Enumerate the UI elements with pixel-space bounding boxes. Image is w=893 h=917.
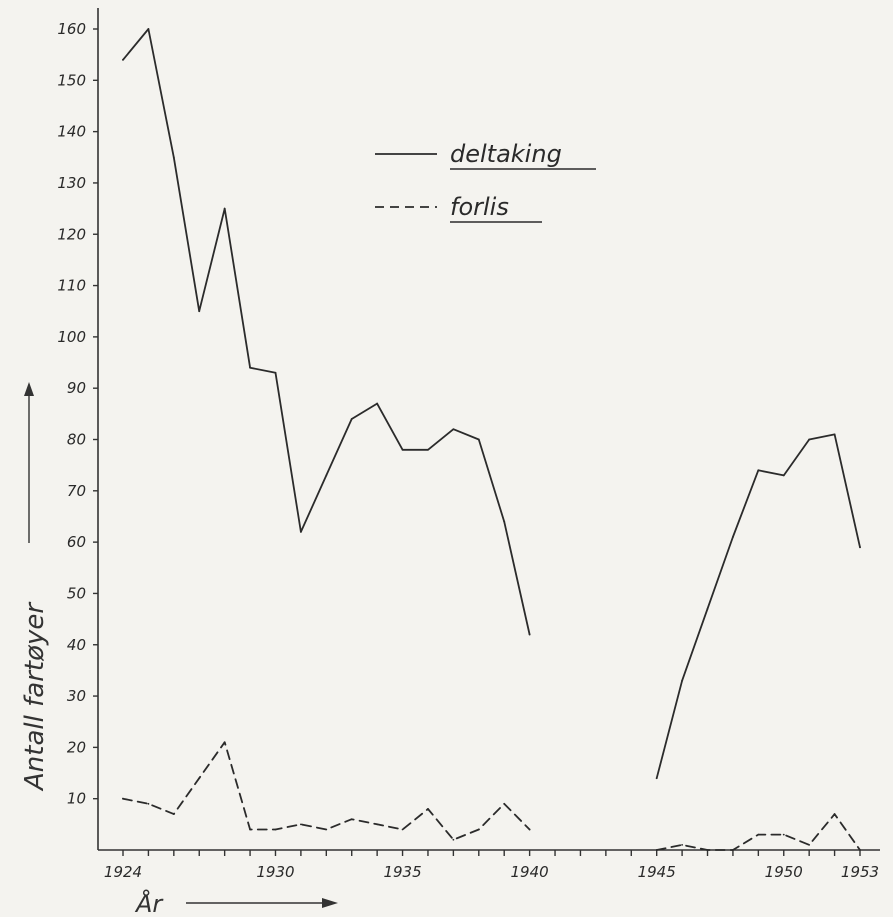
data-point-forlis bbox=[427, 808, 429, 810]
data-point-deltaking bbox=[477, 438, 480, 441]
series-line-deltaking bbox=[122, 28, 531, 636]
data-point-forlis bbox=[655, 849, 658, 851]
series-line-forlis bbox=[655, 813, 861, 851]
data-point-forlis bbox=[172, 813, 175, 815]
series-line-forlis bbox=[122, 741, 531, 841]
data-point-deltaking bbox=[503, 520, 506, 523]
data-point-forlis bbox=[859, 849, 861, 851]
data-point-deltaking bbox=[376, 402, 379, 405]
data-point-deltaking bbox=[401, 448, 404, 451]
data-point-deltaking bbox=[757, 469, 760, 472]
y-tick-label: 130 bbox=[57, 174, 86, 192]
y-tick-label: 50 bbox=[67, 584, 86, 602]
y-tick-label: 40 bbox=[67, 636, 86, 654]
x-tick-label: 1940 bbox=[511, 863, 549, 881]
y-axis: 10 20 30 40 50 60 70 80 90 100 110 120 130 140 150 160 bbox=[57, 8, 99, 850]
data-point-forlis bbox=[706, 849, 709, 851]
x-tick-label: 1935 bbox=[383, 863, 421, 881]
y-tick-label: 110 bbox=[57, 277, 86, 295]
y-tick-label: 150 bbox=[57, 71, 86, 89]
data-point-deltaking bbox=[274, 371, 277, 374]
y-tick-label: 70 bbox=[67, 482, 86, 500]
x-axis: 1924 1930 1935 1940 1945 1950 1953 bbox=[98, 849, 880, 881]
y-tick-label: 90 bbox=[67, 379, 86, 397]
data-point-deltaking bbox=[706, 607, 709, 610]
data-point-deltaking bbox=[223, 207, 226, 210]
data-point-forlis bbox=[274, 828, 277, 831]
y-axis-arrowhead bbox=[24, 382, 34, 396]
data-point-forlis bbox=[249, 828, 251, 831]
x-axis-arrowhead bbox=[322, 898, 338, 908]
axis-titles: Antall fartøyer År bbox=[20, 382, 338, 917]
data-point-deltaking bbox=[249, 366, 251, 369]
x-tick-label: 1924 bbox=[104, 863, 142, 881]
data-point-deltaking bbox=[859, 546, 861, 549]
legend-label-forlis: forlis bbox=[450, 193, 509, 221]
data-point-forlis bbox=[376, 823, 379, 826]
legend-label-deltaking: deltaking bbox=[450, 140, 562, 168]
series-line-deltaking bbox=[655, 433, 861, 780]
data-point-deltaking bbox=[528, 633, 531, 636]
data-point-deltaking bbox=[782, 474, 785, 477]
x-axis-title: År bbox=[134, 889, 164, 917]
y-tick-label: 30 bbox=[67, 687, 86, 705]
data-point-deltaking bbox=[172, 156, 175, 159]
data-point-deltaking bbox=[427, 448, 429, 451]
x-tick-label: 1930 bbox=[256, 863, 294, 881]
y-tick-label: 60 bbox=[67, 533, 86, 551]
data-point-forlis bbox=[325, 828, 328, 831]
x-tick-label: 1953 bbox=[841, 863, 879, 881]
data-point-forlis bbox=[503, 802, 506, 805]
data-point-deltaking bbox=[732, 536, 734, 538]
data-point-forlis bbox=[681, 843, 684, 846]
data-point-forlis bbox=[732, 849, 734, 851]
y-tick-label: 160 bbox=[57, 20, 86, 38]
data-point-forlis bbox=[350, 818, 353, 821]
y-tick-label: 80 bbox=[67, 431, 86, 449]
data-point-forlis bbox=[757, 833, 760, 836]
y-tick-label: 140 bbox=[57, 123, 86, 141]
y-tick-label: 120 bbox=[57, 225, 86, 243]
data-point-deltaking bbox=[808, 438, 811, 441]
data-point-forlis bbox=[477, 828, 480, 831]
data-point-forlis bbox=[223, 741, 226, 744]
y-tick-label: 100 bbox=[57, 328, 86, 346]
data-point-forlis bbox=[147, 802, 150, 805]
data-point-forlis bbox=[782, 833, 785, 836]
series-lines bbox=[122, 28, 861, 851]
data-point-deltaking bbox=[350, 418, 353, 420]
data-point-deltaking bbox=[452, 428, 455, 431]
data-point-deltaking bbox=[147, 28, 150, 30]
data-point-deltaking bbox=[655, 777, 658, 780]
data-point-forlis bbox=[299, 823, 302, 826]
x-tick-label: 1950 bbox=[765, 863, 803, 881]
data-point-forlis bbox=[122, 797, 124, 800]
data-point-forlis bbox=[198, 777, 201, 780]
data-point-forlis bbox=[452, 838, 455, 841]
data-point-deltaking bbox=[681, 679, 684, 682]
data-point-deltaking bbox=[198, 310, 201, 313]
data-point-forlis bbox=[833, 813, 836, 815]
data-point-forlis bbox=[808, 843, 811, 846]
y-tick-label: 20 bbox=[67, 738, 86, 756]
y-axis-title: Antall fartøyer bbox=[20, 601, 50, 792]
y-tick-label: 10 bbox=[67, 790, 86, 808]
data-point-forlis bbox=[401, 828, 404, 831]
data-point-deltaking bbox=[833, 433, 836, 436]
data-point-deltaking bbox=[122, 58, 124, 61]
data-point-deltaking bbox=[325, 474, 328, 477]
x-tick-label: 1945 bbox=[638, 863, 676, 881]
data-point-forlis bbox=[528, 828, 531, 831]
legend: deltaking forlis bbox=[375, 140, 596, 223]
data-point-deltaking bbox=[299, 530, 302, 533]
